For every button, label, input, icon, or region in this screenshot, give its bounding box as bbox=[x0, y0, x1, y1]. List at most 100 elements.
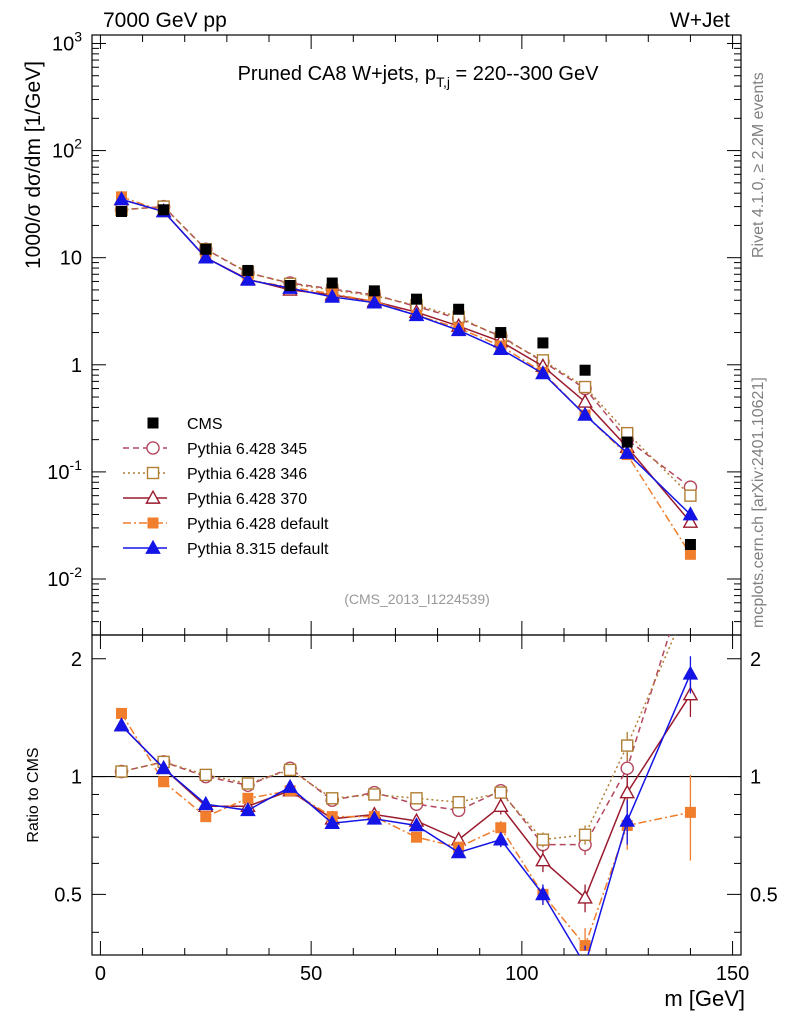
ratio-point bbox=[495, 822, 507, 834]
ratio-point bbox=[158, 776, 170, 788]
ratio-line bbox=[120, 713, 691, 948]
ratio-point bbox=[535, 852, 551, 867]
x-tick-label: 50 bbox=[300, 963, 322, 985]
ratio-point bbox=[411, 831, 422, 843]
header-right: W+Jet bbox=[670, 9, 730, 32]
ratio-tick-label-left: 0.5 bbox=[54, 884, 82, 906]
ratio-point bbox=[492, 831, 509, 846]
legend-label: Pythia 6.428 370 bbox=[187, 491, 307, 508]
series-point bbox=[408, 307, 425, 322]
data-point bbox=[326, 277, 338, 289]
series-point bbox=[113, 191, 130, 206]
ratio-point bbox=[620, 761, 634, 776]
series-point bbox=[684, 548, 696, 560]
y-tick-label: 10-2 bbox=[47, 564, 82, 591]
ratio-point bbox=[410, 792, 423, 805]
series-ratio-4 bbox=[113, 656, 699, 955]
series-point bbox=[578, 380, 592, 394]
plot-title-rest: = 220--300 GeV bbox=[450, 63, 599, 85]
header-left: 7000 GeV pp bbox=[103, 9, 227, 32]
legend: CMS Pythia 6.428 345 Pythia 6.428 346 Pythi… bbox=[123, 416, 329, 558]
data-point bbox=[537, 337, 549, 349]
legend-marker bbox=[147, 517, 159, 529]
data-point bbox=[242, 264, 254, 276]
y-tick-label: 10 bbox=[60, 248, 82, 270]
legend-marker bbox=[147, 417, 159, 429]
data-point bbox=[284, 279, 296, 291]
x-tick-label: 150 bbox=[716, 963, 749, 985]
legend-marker bbox=[146, 441, 160, 455]
ratio-point bbox=[116, 707, 127, 719]
ratio-point bbox=[113, 717, 130, 732]
ratio-tick-label-right: 2 bbox=[750, 649, 761, 671]
series-point bbox=[684, 489, 697, 502]
series-main-cms bbox=[116, 204, 696, 550]
ratio-point bbox=[536, 833, 550, 846]
series-point bbox=[577, 393, 593, 408]
ratio-point bbox=[115, 765, 128, 778]
ratio-point bbox=[682, 686, 699, 701]
ratio-point bbox=[577, 889, 593, 904]
ratio-point bbox=[494, 786, 507, 799]
data-point bbox=[116, 205, 127, 217]
x-tick-label: 0 bbox=[95, 963, 106, 985]
legend-entry: Pythia 6.428 346 bbox=[123, 466, 307, 483]
series-point bbox=[240, 271, 256, 286]
ratio-point bbox=[684, 806, 696, 818]
ratio-series-layer bbox=[113, 561, 699, 955]
data-point bbox=[495, 327, 507, 339]
series-point bbox=[619, 444, 636, 459]
ratio-point bbox=[283, 763, 297, 777]
ratio-point bbox=[199, 768, 212, 782]
ratio-point bbox=[450, 844, 467, 859]
legend-marker bbox=[145, 489, 161, 504]
y-tick-label: 1 bbox=[71, 355, 82, 377]
series-point bbox=[324, 288, 341, 303]
series-ratio-2 bbox=[113, 674, 699, 913]
series-line bbox=[121, 198, 691, 516]
series-point bbox=[366, 294, 383, 309]
legend-entry: Pythia 6.428 345 bbox=[123, 441, 307, 458]
ratio-point bbox=[578, 828, 592, 841]
axis-ticks bbox=[92, 35, 741, 955]
y-axis-label: 1000/σ dσ/dm [1/GeV] bbox=[22, 61, 45, 269]
ratio-point bbox=[368, 788, 381, 801]
ratio-line bbox=[120, 673, 692, 955]
ratio-tick-label-right: 0.5 bbox=[750, 884, 778, 906]
ratio-tick-label-right: 1 bbox=[750, 767, 761, 789]
legend-label: CMS bbox=[187, 416, 223, 433]
ratio-point bbox=[684, 561, 696, 573]
analysis-id: (CMS_2013_I1224539) bbox=[344, 591, 490, 607]
series-point bbox=[577, 406, 593, 421]
legend-entry: Pythia 6.428 default bbox=[123, 516, 329, 533]
data-point bbox=[158, 204, 170, 216]
ratio-point bbox=[535, 886, 551, 901]
x-axis-label: m [GeV] bbox=[664, 986, 745, 1011]
data-point bbox=[453, 303, 465, 315]
ratio-point bbox=[682, 665, 699, 680]
series-ratio-3 bbox=[116, 707, 696, 952]
ratio-point bbox=[492, 797, 509, 813]
ratio-point bbox=[621, 739, 634, 752]
legend-marker bbox=[146, 466, 160, 480]
rivet-label: Rivet 4.1.0, ≥ 2.2M events bbox=[750, 72, 767, 258]
y-tick-label: 102 bbox=[52, 136, 82, 163]
ratio-point bbox=[685, 593, 696, 604]
ratio-point bbox=[200, 811, 212, 823]
plot-title-main: Pruned CA8 W+jets, p bbox=[238, 63, 436, 85]
legend-entry: Pythia 6.428 370 bbox=[123, 489, 307, 508]
ratio-line bbox=[121, 635, 670, 846]
plot-title-sub: T,j bbox=[436, 74, 450, 90]
ratio-point bbox=[408, 817, 425, 832]
ratio-point bbox=[619, 784, 636, 799]
legend-entry: CMS bbox=[147, 416, 223, 433]
data-point bbox=[684, 538, 696, 550]
ratio-point bbox=[324, 814, 341, 830]
ratio-point bbox=[326, 792, 339, 805]
ratio-y-axis-label: Ratio to CMS bbox=[25, 747, 42, 842]
legend-label: Pythia 6.428 346 bbox=[187, 466, 307, 483]
data-point bbox=[621, 436, 633, 448]
ratio-point bbox=[155, 760, 172, 775]
ratio-line bbox=[120, 694, 692, 900]
ratio-tick-label-left: 2 bbox=[71, 649, 82, 671]
